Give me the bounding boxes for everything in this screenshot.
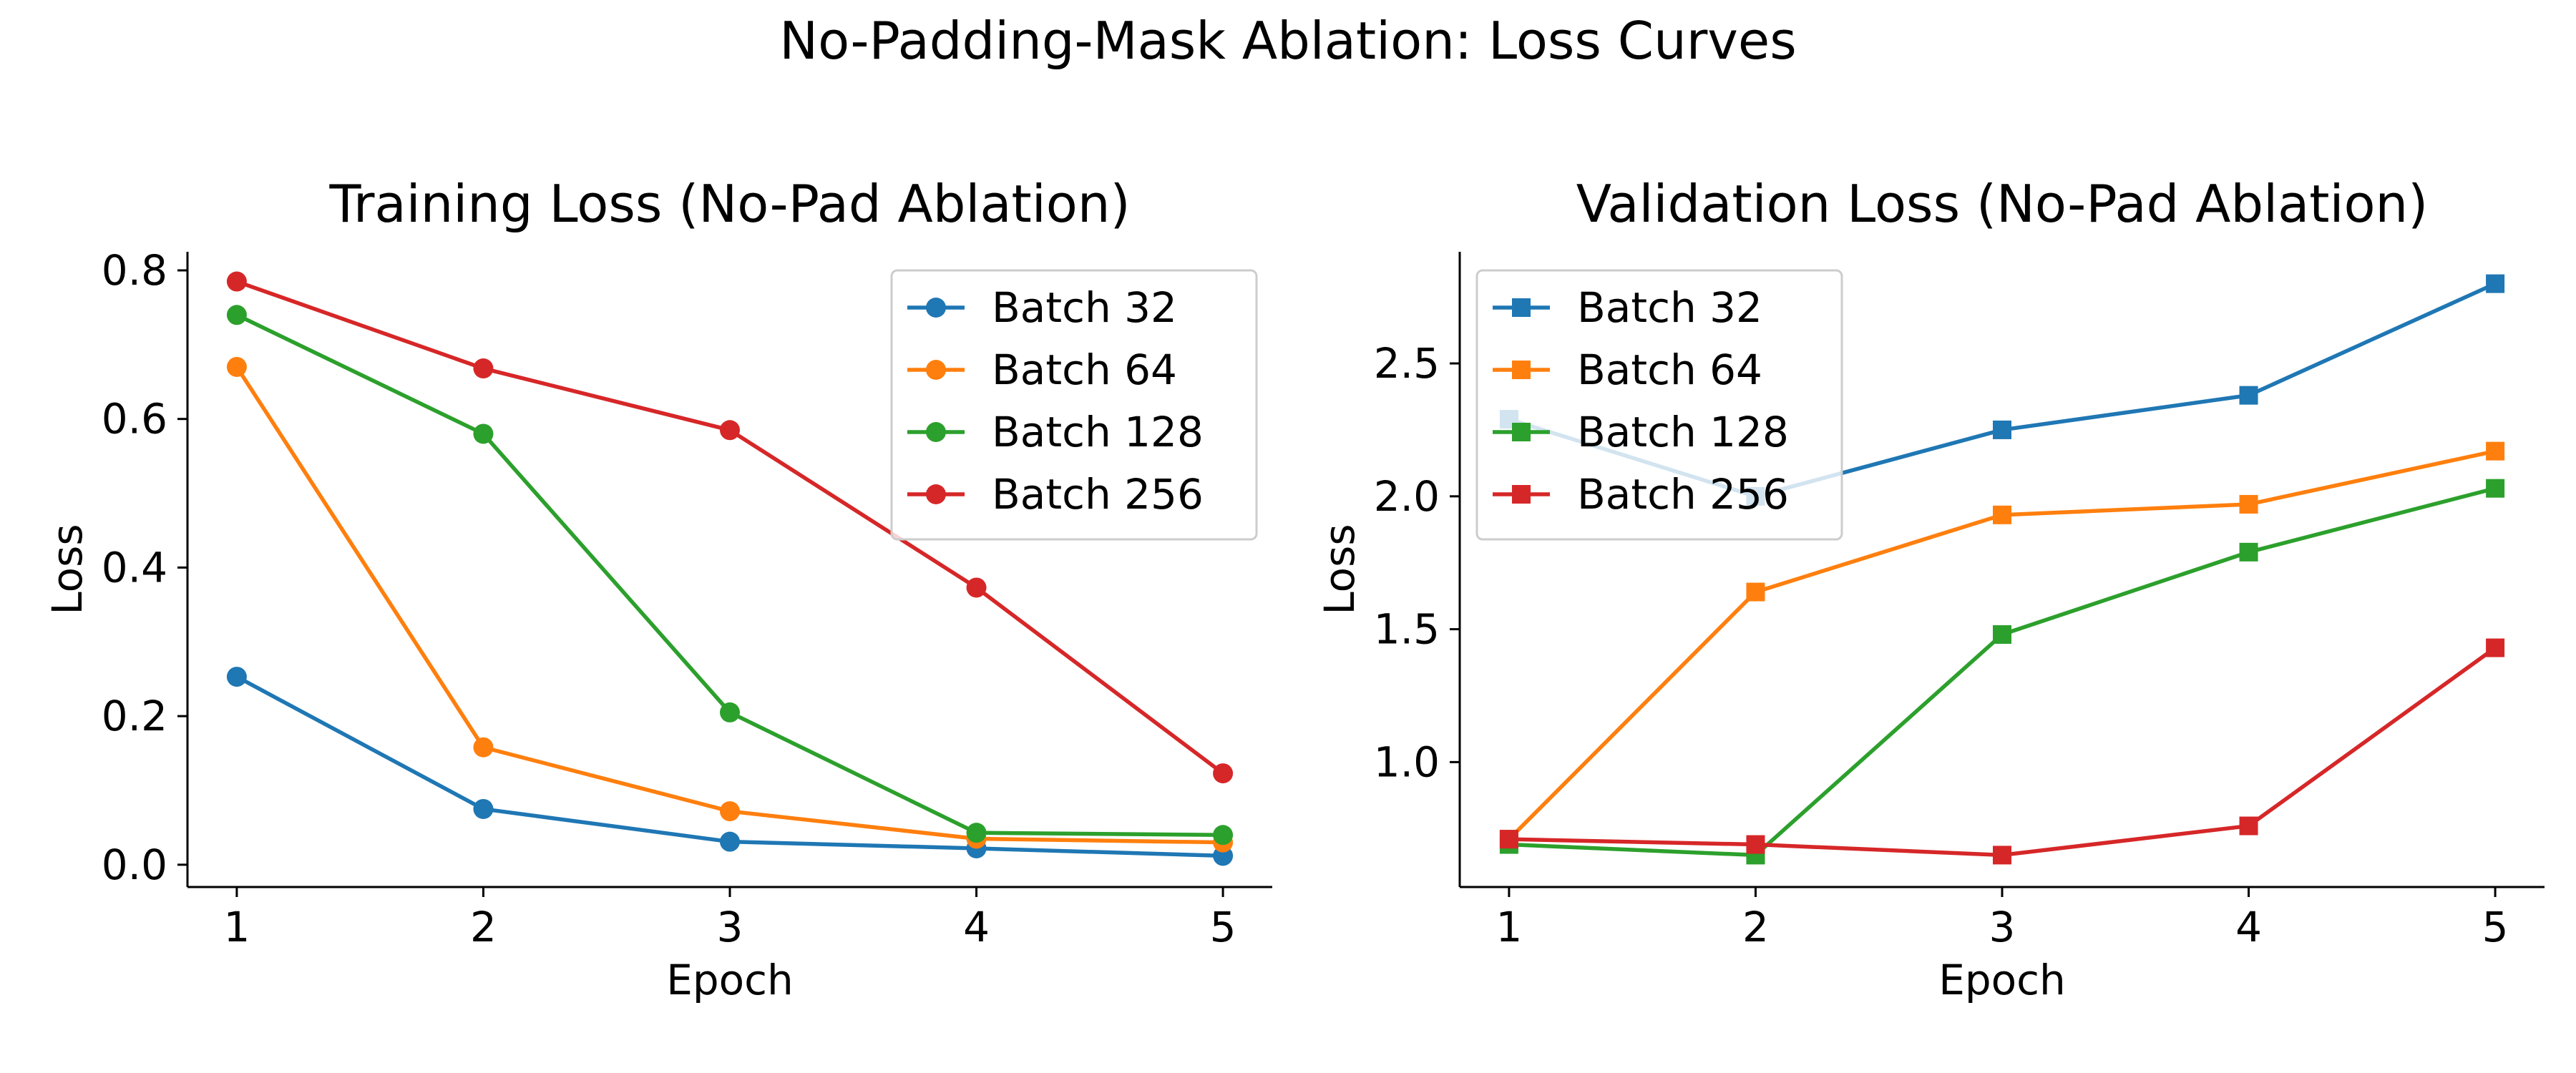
training-data-point: [473, 737, 494, 758]
training-data-point: [226, 667, 247, 687]
validation-legend-marker: [1512, 298, 1531, 317]
validation-legend-marker: [1512, 361, 1531, 379]
training-legend-item: Batch 32: [907, 283, 1177, 332]
validation-legend-marker: [1512, 423, 1531, 441]
validation-loss-panel: Validation Loss (No-Pad Ablation) 1 2 3 4 5 1.…: [1315, 174, 2545, 1004]
validation-data-point: [2239, 494, 2258, 514]
validation-y-tick-label: 1.0: [1374, 738, 1440, 786]
validation-legend-marker: [1512, 485, 1531, 504]
validation-legend-item: Batch 64: [1493, 346, 1762, 394]
training-chart-title: Training Loss (No-Pad Ablation): [328, 174, 1130, 234]
validation-chart-title: Validation Loss (No-Pad Ablation): [1576, 174, 2429, 234]
training-data-point: [720, 831, 740, 852]
training-data-point: [1213, 825, 1234, 846]
validation-x-axis-label: Epoch: [1938, 956, 2066, 1004]
validation-legend: Batch 32 Batch 64 Batch 128 Batch 256: [1475, 269, 1843, 541]
training-data-point: [226, 271, 247, 292]
training-x-tick-label: 2: [470, 903, 497, 951]
validation-series-line: [1508, 486, 2496, 858]
validation-legend-frame: [1475, 269, 1843, 541]
training-legend-item: Batch 128: [907, 408, 1204, 456]
training-data-point: [473, 358, 494, 379]
training-legend-marker: [926, 422, 946, 442]
training-data-point: [226, 356, 247, 377]
training-x-tick-label: 5: [1210, 903, 1236, 951]
validation-x-tick-label: 2: [1742, 903, 1769, 951]
validation-legend-item: Batch 256: [1493, 470, 1789, 519]
validation-y-tick-label: 2.0: [1374, 472, 1440, 521]
training-legend-label: Batch 128: [992, 408, 1204, 456]
training-series-batch-32: [226, 667, 1234, 866]
training-data-point: [720, 801, 740, 822]
validation-legend-label: Batch 64: [1577, 346, 1762, 394]
training-series-batch-128: [226, 305, 1234, 846]
training-x-tick-label: 3: [717, 903, 743, 951]
validation-y-tick-label: 1.5: [1374, 605, 1440, 654]
training-data-point: [720, 702, 740, 722]
training-legend-label: Batch 32: [992, 283, 1177, 332]
validation-data-point: [1993, 420, 2011, 439]
training-loss-panel: Training Loss (No-Pad Ablation) 1 2 3 4 5 0.0 0…: [43, 174, 1272, 1004]
training-data-point: [473, 798, 494, 819]
training-x-axis-label: Epoch: [666, 956, 794, 1004]
validation-legend-label: Batch 128: [1577, 408, 1789, 456]
training-legend: Batch 32 Batch 64 Batch 128 Batch 256: [890, 269, 1258, 541]
training-legend-frame: [890, 269, 1258, 541]
validation-data-point: [2239, 386, 2258, 405]
validation-data-point: [2239, 542, 2258, 562]
validation-data-point: [1993, 505, 2011, 524]
training-y-axis-label: Loss: [43, 524, 92, 614]
training-legend-item: Batch 64: [907, 346, 1177, 394]
validation-x-tick-label: 1: [1496, 903, 1522, 951]
training-y-tick-label: 0.8: [102, 246, 167, 295]
training-y-tick-label: 0.4: [102, 543, 167, 592]
validation-x-tick-label: 3: [1989, 903, 2016, 951]
validation-data-point: [2486, 441, 2505, 461]
training-y-tick-label: 0.2: [102, 692, 167, 740]
training-y-tick-label: 0.0: [102, 841, 167, 889]
validation-data-point: [2486, 479, 2505, 498]
validation-series-line: [1508, 646, 2497, 858]
validation-legend-label: Batch 256: [1577, 470, 1789, 519]
training-y-tick-label: 0.6: [102, 395, 167, 444]
validation-data-point: [2239, 816, 2258, 836]
training-data-point: [966, 577, 987, 598]
validation-series-batch-256: [1499, 638, 2505, 865]
validation-data-point: [2486, 638, 2505, 657]
figure-suptitle: No-Padding-Mask Ablation: Loss Curves: [779, 11, 1796, 71]
training-data-point: [473, 423, 494, 444]
training-legend-item: Batch 256: [907, 470, 1204, 519]
validation-legend-item: Batch 128: [1493, 408, 1789, 456]
training-data-point: [1213, 763, 1234, 784]
training-data-point: [226, 305, 247, 325]
validation-data-point: [1499, 830, 1518, 849]
validation-data-point: [1993, 625, 2011, 645]
validation-data-point: [1746, 582, 1765, 602]
validation-data-point: [2486, 274, 2505, 293]
validation-legend-label: Batch 32: [1577, 283, 1762, 332]
training-x-tick-label: 4: [963, 903, 990, 951]
training-legend-marker: [926, 484, 946, 504]
validation-y-axis-label: Loss: [1315, 524, 1364, 614]
training-series-batch-256: [226, 271, 1234, 784]
training-legend-label: Batch 256: [992, 470, 1204, 519]
validation-data-point: [1993, 846, 2011, 865]
validation-y-tick-label: 2.5: [1374, 339, 1440, 388]
validation-legend-item: Batch 32: [1493, 283, 1762, 332]
training-legend-marker: [926, 298, 946, 318]
validation-x-tick-label: 4: [2235, 903, 2262, 951]
training-data-point: [966, 823, 987, 843]
training-legend-label: Batch 64: [992, 346, 1177, 394]
training-data-point: [720, 420, 740, 441]
validation-x-tick-label: 5: [2482, 903, 2509, 951]
training-x-tick-label: 1: [223, 903, 250, 951]
training-legend-marker: [926, 360, 946, 380]
validation-data-point: [1746, 835, 1765, 854]
